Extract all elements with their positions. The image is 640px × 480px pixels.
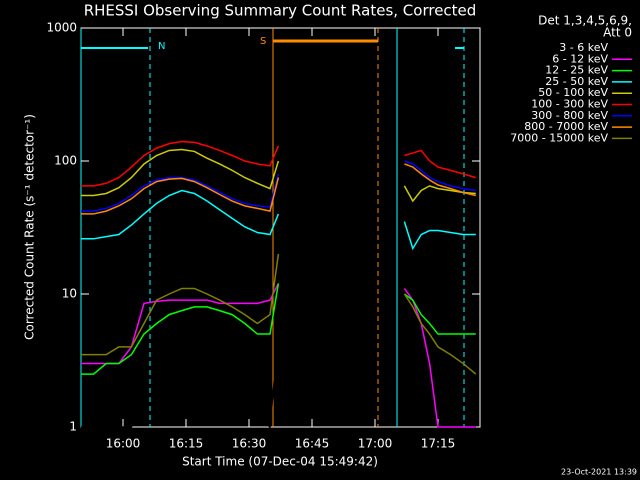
y-tick-label: 1000 <box>46 21 77 35</box>
legend-label: 12 - 25 keV <box>545 64 608 77</box>
legend-label: 50 - 100 keV <box>538 86 608 99</box>
legend-label: 7000 - 15000 keV <box>510 131 608 144</box>
legend-label: 3 - 6 keV <box>559 41 608 54</box>
series-line <box>81 160 476 212</box>
x-tick-label: 16:30 <box>232 437 267 451</box>
x-axis-label: Start Time (07-Dec-04 15:49:42) <box>182 455 378 469</box>
series-line <box>81 283 476 375</box>
series-line <box>81 253 477 375</box>
y-tick-label: 1 <box>69 420 77 434</box>
x-tick-label: 16:15 <box>169 437 204 451</box>
legend-label: 25 - 50 keV <box>545 75 608 88</box>
legend-title: Det 1,3,4,5,6,9, <box>538 14 632 28</box>
x-tick-label: 16:00 <box>106 437 141 451</box>
series-line <box>81 283 476 428</box>
x-tick-label: 16:45 <box>295 437 330 451</box>
y-axis-label: Corrected Count Rate (s⁻¹ detector⁻¹) <box>23 114 37 340</box>
chart-title: RHESSI Observing Summary Count Rates, Co… <box>84 2 477 20</box>
legend-label: 6 - 12 keV <box>552 52 608 65</box>
y-tick-label: 10 <box>62 287 77 301</box>
y-tick-label: 100 <box>54 154 77 168</box>
series-line <box>81 140 477 187</box>
series-line <box>81 163 476 215</box>
plot-frame <box>80 27 481 428</box>
x-tick-label: 17:00 <box>358 437 393 451</box>
x-tick-label: 17:15 <box>421 437 456 451</box>
saa-label: S <box>260 36 266 47</box>
legend-label: 300 - 800 keV <box>531 109 608 122</box>
footer: 23-Oct-2021 13:39 <box>561 468 637 477</box>
legend-label: 100 - 300 keV <box>531 98 608 111</box>
observing-flags: N S <box>80 28 465 427</box>
legend-label: 800 - 7000 keV <box>524 120 608 133</box>
legend-title: Att 0 <box>603 26 632 40</box>
series-line <box>81 189 476 251</box>
night-label: N <box>158 41 165 52</box>
